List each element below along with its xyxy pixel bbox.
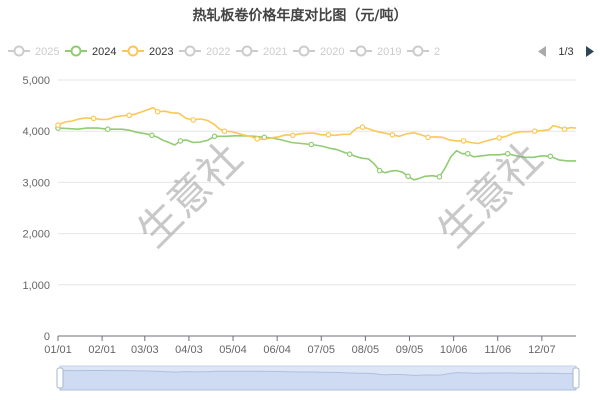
x-tick-label: 04/03 — [175, 344, 203, 356]
legend-label: 2024 — [92, 46, 116, 58]
series-point-2023[interactable] — [254, 136, 261, 142]
x-tick-label: 08/05 — [352, 344, 380, 356]
series-point-2024[interactable] — [211, 133, 218, 140]
x-tick-label: 01/01 — [44, 344, 72, 356]
series-point-2024[interactable] — [547, 153, 554, 160]
legend-item-2024[interactable]: 2024 — [65, 45, 116, 58]
x-tick-label: 12/07 — [528, 344, 556, 356]
zoom-handle-right[interactable] — [572, 367, 580, 389]
legend-marker-icon — [70, 45, 82, 57]
series-point-2024[interactable] — [504, 150, 511, 157]
series-point-2023[interactable] — [561, 126, 568, 133]
legend-marker-icon — [13, 45, 25, 57]
legend-label: 2019 — [377, 46, 401, 58]
legend-next-icon[interactable] — [586, 46, 594, 57]
legend-marker-icon — [127, 45, 139, 57]
legend-marker-icon — [412, 45, 424, 57]
legend-label: 2021 — [263, 46, 287, 58]
zoom-handle-left[interactable] — [56, 367, 64, 389]
x-tick-label: 02/01 — [88, 344, 116, 356]
legend-label: 2023 — [149, 46, 173, 58]
series-point-2024[interactable] — [308, 141, 315, 148]
x-tick-label: 11/06 — [484, 344, 511, 356]
legend-item-2023[interactable]: 2023 — [122, 45, 173, 58]
series-point-2023[interactable] — [90, 115, 97, 122]
x-tick-label: 09/05 — [396, 344, 424, 356]
legend-item-2025[interactable]: 2025 — [8, 45, 59, 58]
legend-label: 2020 — [320, 46, 344, 58]
legend-marker-icon — [298, 45, 310, 57]
series-point-2024[interactable] — [149, 132, 155, 139]
series-point-2024[interactable] — [346, 151, 353, 158]
watermark-right: 生意社 — [428, 133, 552, 257]
zoom-preview-area — [59, 369, 577, 391]
chart-title: 热轧板卷价格年度对比图（元/吨） — [192, 7, 407, 24]
series-point-2023[interactable] — [190, 117, 197, 123]
series-point-2023[interactable] — [289, 132, 296, 139]
legend-marker-icon — [184, 45, 196, 57]
x-tick-label: 06/04 — [263, 344, 291, 356]
series-point-2024[interactable] — [376, 167, 383, 174]
legend-prev-icon[interactable] — [538, 46, 546, 57]
series-point-2024[interactable] — [177, 138, 184, 144]
legend-marker-icon — [241, 45, 253, 57]
series-line-2023 — [57, 106, 577, 145]
series-point-2024[interactable] — [405, 173, 411, 180]
series-point-2023[interactable] — [425, 134, 431, 141]
series-point-2023[interactable] — [460, 138, 467, 144]
y-tick-label: 1,000 — [22, 280, 50, 292]
series-point-2023[interactable] — [389, 132, 396, 138]
series-point-2024[interactable] — [436, 174, 443, 180]
watermark-left: 生意社 — [128, 133, 252, 257]
y-tick-label: 0 — [44, 331, 50, 343]
y-axis: 0 1,000 2,000 3,000 4,000 5,000 — [22, 75, 50, 343]
legend-item-2021[interactable]: 2021 — [236, 45, 287, 58]
series-point-2023[interactable] — [221, 128, 228, 135]
y-tick-label: 2,000 — [22, 229, 50, 241]
series-point-2023[interactable] — [126, 112, 133, 119]
series-point-2023[interactable] — [325, 132, 332, 138]
series-line-2024 — [57, 127, 576, 181]
legend-page-indicator: 1/3 — [558, 46, 573, 58]
series-layer — [55, 106, 577, 181]
legend-item-2022[interactable]: 2022 — [179, 45, 230, 58]
series-point-2024[interactable] — [105, 126, 111, 133]
x-axis: 01/01 02/01 03/03 04/03 05/04 06/04 07/05 08/05… — [44, 335, 576, 356]
legend-label: 2025 — [35, 46, 59, 58]
legend-label: 2 — [434, 46, 440, 58]
grid-lines — [58, 79, 576, 286]
y-tick-label: 5,000 — [22, 75, 50, 87]
series-point-2023[interactable] — [496, 135, 503, 141]
legend-item-2[interactable]: 2 — [407, 45, 440, 58]
series-point-2023[interactable] — [154, 108, 161, 115]
series-point-2024[interactable] — [464, 150, 471, 157]
x-tick-label: 07/05 — [308, 344, 336, 356]
series-point-2023[interactable] — [55, 122, 61, 128]
legend-marker-icon — [355, 45, 367, 57]
data-zoom-slider[interactable] — [56, 365, 580, 391]
legend-item-2020[interactable]: 2020 — [293, 45, 344, 58]
legend-label: 2022 — [206, 46, 230, 58]
x-tick-label: 10/06 — [440, 344, 468, 356]
x-tick-label: 03/03 — [131, 344, 159, 356]
legend-pager: 1/3 — [538, 46, 594, 58]
series-point-2023[interactable] — [359, 124, 366, 130]
legend: 2025 2024 2023 2022 2021 2020 2019 2 — [8, 45, 440, 58]
y-tick-label: 4,000 — [22, 126, 50, 138]
legend-item-2019[interactable]: 2019 — [350, 45, 401, 58]
x-tick-label: 05/04 — [219, 344, 247, 356]
series-point-2023[interactable] — [531, 128, 538, 135]
y-tick-label: 3,000 — [22, 177, 50, 189]
